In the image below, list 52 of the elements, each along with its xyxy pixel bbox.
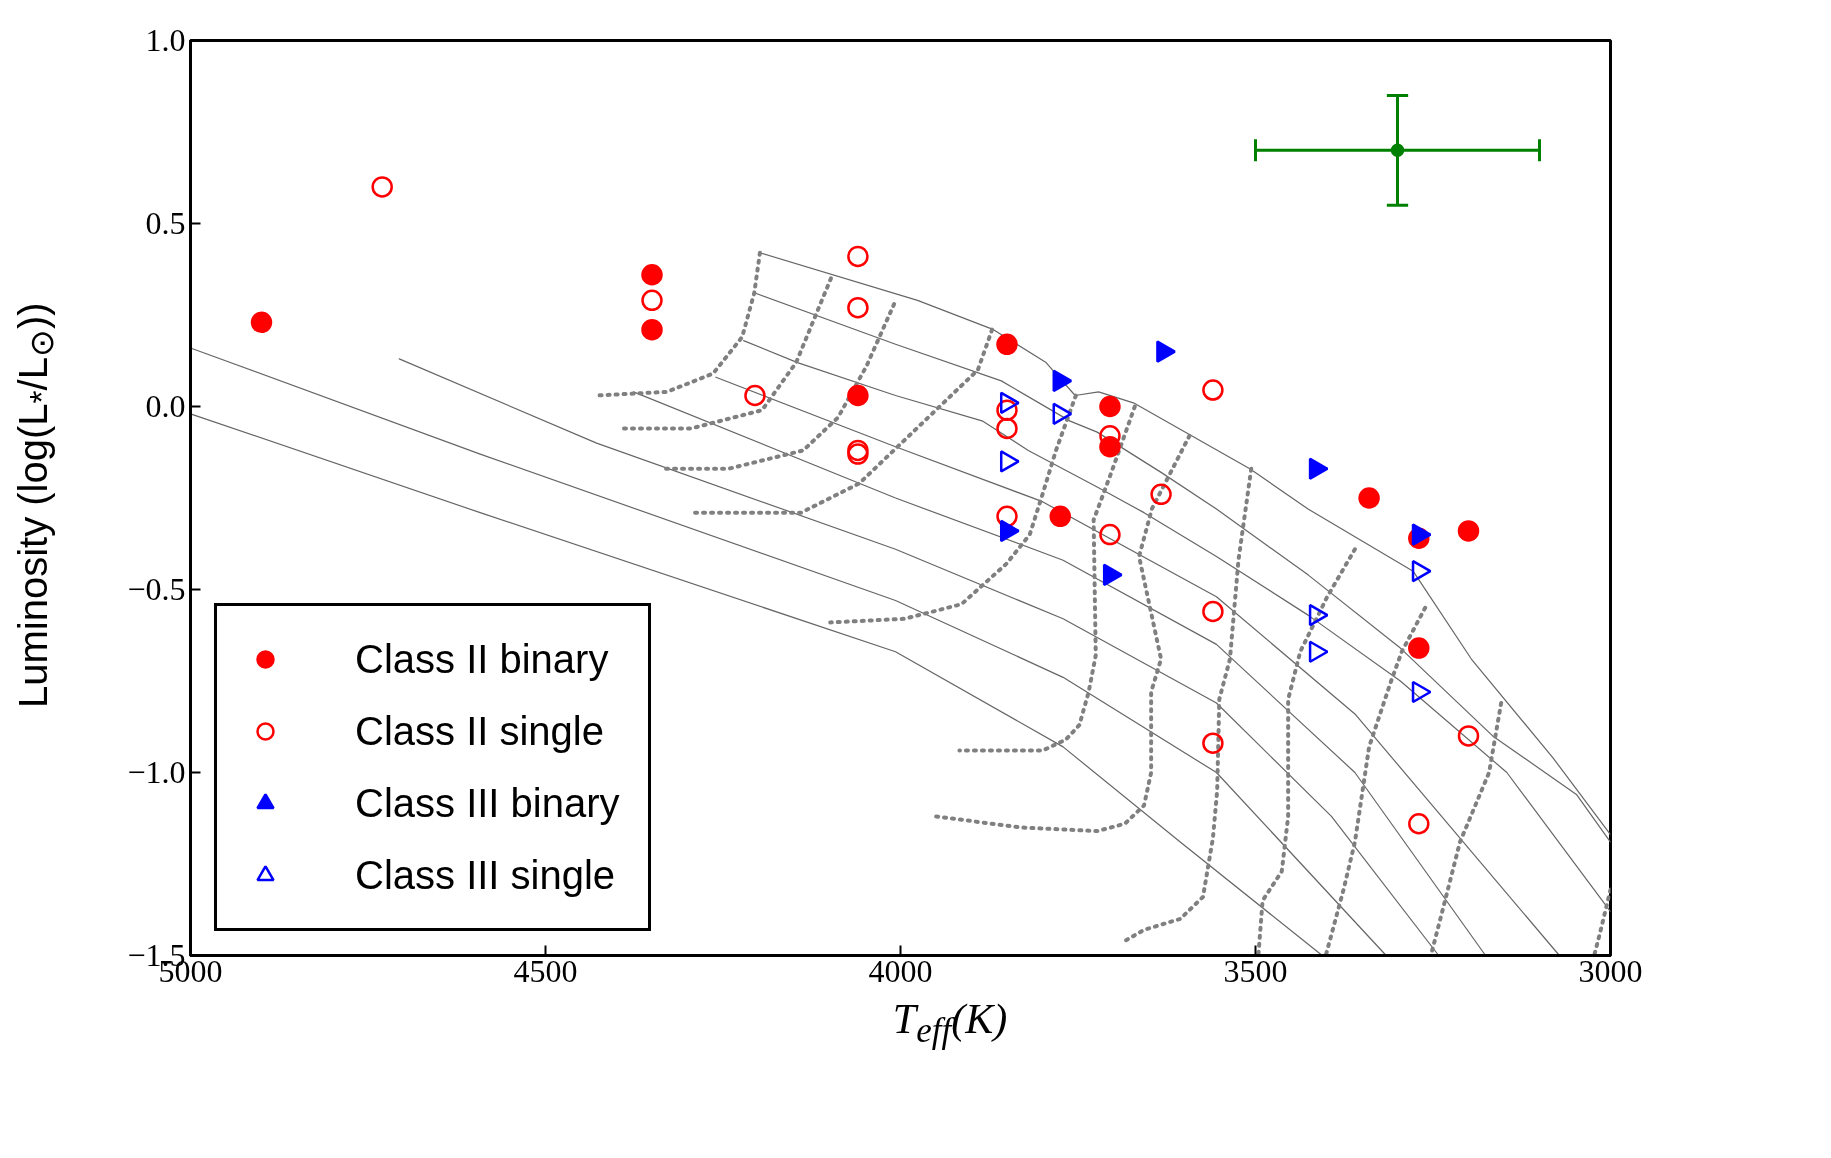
point (641, 264, 663, 286)
point (847, 384, 869, 407)
y-tick-label: −1.0 (127, 754, 186, 790)
line-series (1256, 547, 1357, 956)
x-tick-label: 4000 (868, 952, 933, 989)
y-tick-label: 1.0 (145, 22, 186, 58)
line-series (1428, 700, 1504, 956)
point (996, 505, 1018, 528)
legend-label: Class III single (355, 851, 616, 899)
y-tick-label: −0.5 (127, 571, 186, 607)
point (1390, 143, 1405, 158)
point (1457, 725, 1480, 747)
legend-label: Class III binary (355, 779, 620, 827)
line-series (828, 393, 1078, 625)
x-tick-label: 3000 (1578, 952, 1643, 989)
line-series (742, 340, 1611, 913)
line-series (1323, 605, 1428, 956)
x-tick-label: 3500 (1223, 952, 1288, 989)
legend-label: Class II binary (355, 635, 609, 683)
point (996, 399, 1018, 421)
line-series (190, 413, 1323, 956)
point (1408, 813, 1430, 835)
x-tick-label: 4500 (513, 952, 578, 989)
line-series (715, 376, 1560, 956)
point (996, 333, 1018, 356)
point (1150, 483, 1172, 506)
point (250, 311, 273, 334)
point (1099, 395, 1121, 418)
line-series (632, 391, 1487, 956)
line-series (934, 433, 1192, 834)
legend-label: Class II single (355, 707, 604, 755)
point (1457, 520, 1480, 542)
point (847, 296, 869, 319)
line-series (190, 347, 1387, 956)
point (641, 289, 663, 312)
point (1202, 379, 1224, 401)
point (996, 417, 1018, 440)
point (1202, 600, 1224, 623)
point (1202, 732, 1224, 754)
x-axis-title: T$_{eff}$(K) (892, 995, 1008, 1053)
y-tick-label: 0.0 (145, 388, 186, 424)
point (371, 176, 393, 198)
line-series (1122, 466, 1254, 943)
point (847, 245, 869, 268)
point (1049, 505, 1071, 528)
point (1358, 487, 1380, 509)
y-tick-label: 0.5 (145, 205, 186, 241)
point (641, 318, 663, 341)
point (1408, 637, 1430, 659)
point (744, 384, 766, 407)
line-series (957, 404, 1137, 753)
point (1099, 523, 1121, 546)
